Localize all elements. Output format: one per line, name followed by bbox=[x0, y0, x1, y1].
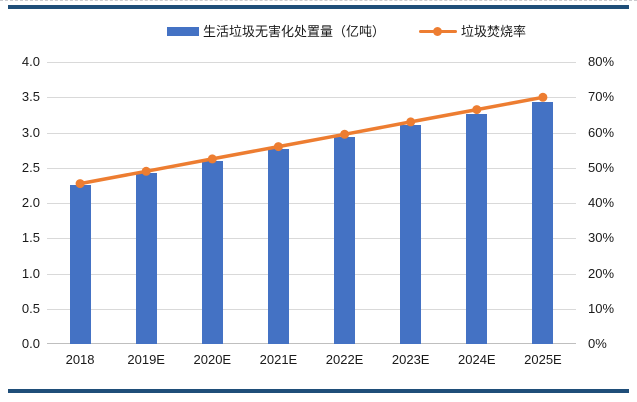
line-marker-2022E bbox=[340, 129, 350, 139]
line-series bbox=[75, 92, 548, 189]
right-axis-tick: 20% bbox=[588, 265, 615, 281]
bar-2018 bbox=[69, 184, 91, 344]
bar-2019E bbox=[135, 172, 157, 344]
right-axis-tick: 0% bbox=[588, 336, 607, 351]
legend-bar-label: 生活垃圾无害化处置量（亿吨） bbox=[202, 23, 385, 39]
bar-2023E bbox=[400, 125, 422, 344]
gridline bbox=[47, 133, 576, 134]
line-marker-2021E bbox=[273, 142, 283, 152]
gridline bbox=[47, 62, 576, 63]
x-axis-tick-2024E: 2024E bbox=[458, 352, 496, 367]
x-axis-tick-2018: 2018 bbox=[65, 352, 95, 367]
right-axis-tick: 70% bbox=[588, 89, 615, 105]
left-axis-tick: 3.5 bbox=[21, 89, 40, 105]
x-axis-tick-2022E: 2022E bbox=[325, 352, 364, 367]
chart-legend: 生活垃圾无害化处置量（亿吨） 垃圾焚烧率 bbox=[0, 19, 637, 43]
bar-2024E bbox=[466, 113, 488, 344]
gridline bbox=[47, 97, 576, 98]
legend-item-line-series: 垃圾焚烧率 bbox=[419, 25, 526, 38]
right-axis-tick: 50% bbox=[588, 159, 615, 175]
line-marker-2023E bbox=[406, 117, 416, 127]
plot-area bbox=[47, 62, 576, 344]
left-axis-tick: 2.0 bbox=[21, 195, 40, 210]
bar-series-swatch-icon bbox=[166, 26, 199, 36]
line-series-swatch-icon bbox=[419, 26, 457, 37]
x-axis-line bbox=[47, 343, 576, 344]
line-marker-2025E bbox=[538, 92, 548, 102]
right-axis-tick: 80% bbox=[588, 54, 615, 69]
left-axis-tick: 1.0 bbox=[21, 265, 40, 281]
bar-2025E bbox=[532, 101, 554, 344]
page-crop-edge bbox=[0, 0, 637, 1]
line-marker-2020E bbox=[207, 154, 217, 164]
gridline bbox=[47, 238, 576, 239]
x-axis-tick-2023E: 2023E bbox=[391, 352, 430, 367]
legend-item-bar-series: 生活垃圾无害化处置量（亿吨） bbox=[166, 23, 385, 39]
bar-2021E bbox=[267, 149, 289, 344]
left-axis-tick: 1.5 bbox=[21, 230, 40, 246]
left-axis-tick: 3.0 bbox=[21, 124, 40, 140]
x-axis-tick-2019E: 2019E bbox=[127, 352, 165, 367]
gridline bbox=[47, 203, 576, 204]
line-marker-2024E bbox=[472, 105, 482, 115]
right-axis-tick: 60% bbox=[588, 124, 615, 140]
line-marker-2019E bbox=[141, 166, 151, 176]
right-axis-tick: 30% bbox=[588, 230, 615, 246]
bottom-divider-rule bbox=[8, 389, 629, 393]
right-axis-tick: 40% bbox=[588, 195, 615, 210]
left-axis-tick: 0.5 bbox=[21, 300, 40, 316]
gridline bbox=[47, 168, 576, 169]
x-axis-tick-2021E: 2021E bbox=[259, 352, 298, 367]
line-marker-2018 bbox=[75, 179, 85, 189]
right-axis-tick: 10% bbox=[588, 300, 615, 316]
bar-2022E bbox=[334, 137, 356, 344]
x-axis-tick-2025E: 2025E bbox=[524, 352, 562, 367]
left-axis-tick: 0.0 bbox=[21, 336, 40, 351]
bar-2020E bbox=[201, 160, 223, 344]
left-axis-tick: 2.5 bbox=[21, 159, 40, 175]
gridline bbox=[47, 274, 576, 275]
top-divider-rule bbox=[8, 5, 629, 9]
gridline bbox=[47, 309, 576, 310]
x-axis-tick-2020E: 2020E bbox=[193, 352, 232, 367]
legend-line-label: 垃圾焚烧率 bbox=[461, 23, 527, 39]
left-axis-tick: 4.0 bbox=[21, 54, 40, 69]
